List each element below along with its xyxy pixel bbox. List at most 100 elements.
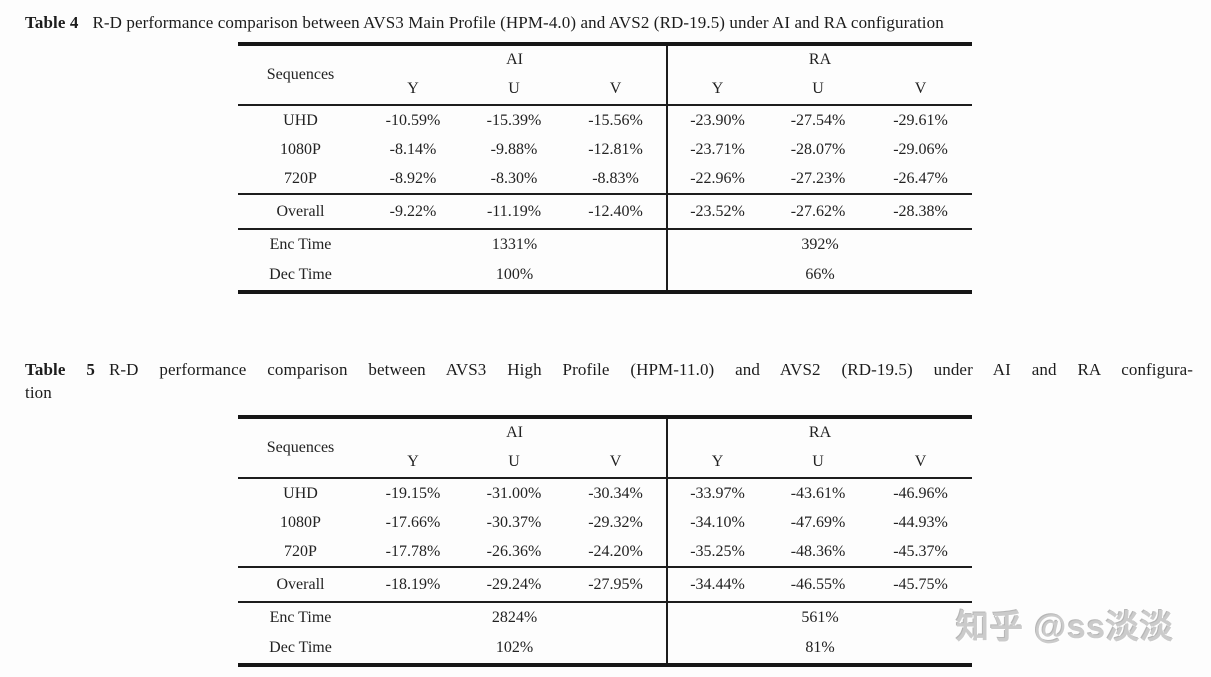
table4-header-ai-y: Y (363, 73, 463, 106)
dec-time-ai: 100% (495, 266, 534, 283)
cell: -17.66% (385, 513, 441, 531)
cell: -29.61% (893, 111, 948, 129)
cell: -17.78% (385, 542, 441, 560)
cell: -12.40% (565, 193, 668, 230)
cell: -23.90% (666, 105, 768, 135)
table4-caption-label: Table 4 (25, 13, 79, 32)
table5-caption-line2: tion (25, 383, 52, 402)
cell: -29.32% (588, 513, 643, 531)
table4-rd-performance: Sequences AI RA Y U V Y U V UHD -10.59% … (238, 42, 973, 294)
cell: -27.62% (767, 193, 870, 230)
cell: -8.92% (389, 169, 437, 187)
cell: -33.97% (666, 478, 768, 508)
dec-time-ra: 66% (666, 260, 973, 292)
cell: -45.37% (893, 542, 948, 560)
row-label: Dec Time (269, 639, 332, 656)
cell: -8.14% (389, 140, 437, 158)
cell: -43.61% (790, 484, 846, 502)
dec-time-row: Dec Time 100% 66% (238, 260, 973, 292)
cell: -28.38% (869, 193, 973, 230)
cell: -46.55% (767, 566, 870, 603)
table-row: 1080P -17.66% -30.37% -29.32% -34.10% -4… (238, 508, 972, 537)
row-label: Overall (238, 566, 363, 603)
cell: -31.00% (486, 484, 542, 502)
enc-time-ra: 392% (666, 229, 973, 260)
table5-header-ra-u: U (767, 446, 870, 479)
cell: -30.34% (588, 484, 643, 502)
cell: -47.69% (790, 513, 846, 531)
cell: -27.95% (565, 566, 668, 603)
cell: -15.56% (588, 111, 643, 129)
cell: -8.30% (490, 169, 538, 187)
overall-row: Overall -9.22% -11.19% -12.40% -23.52% -… (238, 193, 973, 230)
table4-header-ai-u: U (463, 73, 565, 106)
dec-time-ai: 102% (495, 639, 534, 656)
row-label: 720P (284, 169, 317, 187)
enc-time-ai: 2824% (491, 609, 538, 626)
cell: -48.36% (790, 542, 846, 560)
table5-header-components: Y U V Y U V (238, 446, 973, 479)
cell: -46.96% (893, 484, 948, 502)
table5-header-ra-y: Y (666, 446, 768, 479)
table5-header-sequences: Sequences (238, 417, 363, 479)
table5-header-ai-y: Y (363, 446, 463, 479)
enc-time-row: Enc Time 1331% 392% (238, 229, 973, 260)
table5-header-ra-v: V (869, 446, 973, 479)
table5-caption: Table 5 R-D performance comparison betwee… (25, 358, 1193, 404)
cell: -26.47% (893, 169, 948, 187)
cell: -24.20% (588, 542, 643, 560)
table-row: 1080P -8.14% -9.88% -12.81% -23.71% -28.… (238, 135, 972, 164)
cell: -35.25% (666, 537, 768, 567)
table4-header-group-ra: RA (666, 44, 973, 73)
cell: -26.36% (486, 542, 542, 560)
cell: -19.15% (385, 484, 441, 502)
cell: -30.37% (486, 513, 542, 531)
cell: -23.71% (666, 135, 768, 164)
row-label: Dec Time (269, 266, 332, 283)
cell: -28.07% (790, 140, 846, 158)
row-label: UHD (283, 111, 318, 129)
enc-time-row: Enc Time 2824% 561% (238, 602, 973, 633)
table5-header-ai-v: V (565, 446, 668, 479)
overall-row: Overall -18.19% -29.24% -27.95% -34.44% … (238, 566, 973, 603)
table4-header-group-ai: AI (506, 50, 523, 68)
cell: -9.88% (490, 140, 538, 158)
table4-header-ra-y: Y (666, 73, 768, 106)
cell: -15.39% (486, 111, 542, 129)
table5-header-groups: Sequences AI RA (238, 417, 973, 479)
cell: -29.06% (893, 140, 948, 158)
table4-header-ra-u: U (767, 73, 870, 106)
table-row: UHD -10.59% -15.39% -15.56% -23.90% -27.… (238, 105, 972, 135)
cell: -22.96% (666, 164, 768, 194)
table4-header-groups: Sequences AI RA (238, 44, 973, 106)
cell: -34.44% (666, 566, 768, 603)
zhihu-watermark: 知乎 @ss淡淡 (956, 608, 1175, 645)
row-label: Enc Time (269, 609, 332, 626)
enc-time-ai: 1331% (491, 236, 538, 253)
table-row: 720P -8.92% -8.30% -8.83% -22.96% -27.23… (238, 164, 972, 194)
row-label: 1080P (280, 140, 321, 158)
table5-caption-label: Table 5 (25, 360, 95, 379)
row-label: 1080P (280, 513, 321, 531)
cell: -23.52% (666, 193, 768, 230)
row-label: Overall (238, 193, 363, 230)
cell: -29.24% (463, 566, 565, 603)
table5-header-group-ra: RA (666, 417, 973, 446)
table5-header-group-ai: AI (506, 423, 523, 441)
row-label: 720P (284, 542, 317, 560)
table4-header-sequences: Sequences (238, 44, 363, 106)
dec-time-ra: 81% (666, 633, 973, 665)
table-row: UHD -19.15% -31.00% -30.34% -33.97% -43.… (238, 478, 972, 508)
cell: -12.81% (588, 140, 643, 158)
row-label: UHD (283, 484, 318, 502)
cell: -27.54% (790, 111, 846, 129)
enc-time-ra: 561% (666, 602, 973, 633)
table4-caption-text: R-D performance comparison between AVS3 … (92, 13, 944, 32)
cell: -9.22% (363, 193, 463, 230)
table4-header-ai-v: V (565, 73, 668, 106)
cell: -10.59% (385, 111, 441, 129)
table4-header-ra-v: V (869, 73, 973, 106)
table4-caption: Table 4 R-D performance comparison betwee… (25, 11, 1193, 34)
cell: -18.19% (363, 566, 463, 603)
cell: -45.75% (869, 566, 973, 603)
